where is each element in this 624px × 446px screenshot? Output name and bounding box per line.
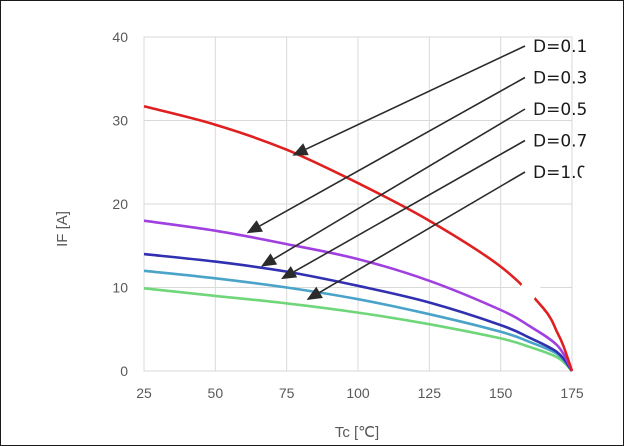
x-tick-label: 100 (346, 385, 370, 401)
series-line-d-0-1 (143, 105, 574, 372)
annotation-arrow-line (259, 76, 526, 227)
x-tick-label: 50 (208, 385, 224, 401)
annotation-arrow-line (273, 108, 526, 260)
y-tick-label: 30 (112, 113, 128, 129)
annotations: D=0.1 D=0.3 D=0.5 D=0.7 D=1.0 (246, 37, 587, 300)
y-tick-label: 0 (120, 363, 128, 379)
annotation-label: D=0.3 (533, 69, 587, 89)
annotation-label: D=0.7 (533, 132, 587, 152)
x-axis-title: Tc [℃] (335, 424, 379, 441)
annotation-arrowhead (261, 253, 278, 267)
annotation-label: D=0.5 (533, 100, 587, 120)
grid (143, 36, 573, 372)
watermark (517, 165, 623, 301)
watermark-dot (581, 165, 599, 183)
watermark-stroke-1 (517, 229, 568, 301)
annotation-arrowhead (292, 143, 309, 156)
series-line-d-0-7 (143, 269, 574, 372)
x-tick-label: 25 (136, 385, 152, 401)
x-tick-label: 75 (279, 385, 295, 401)
annotation-label: D=1.0 (533, 163, 587, 183)
annotation-arrow-line (305, 45, 526, 150)
annotation-arrowhead (306, 286, 323, 300)
series-line-d-0-3 (143, 219, 574, 372)
series-line-d-0-5 (143, 252, 574, 372)
series-lines (143, 105, 574, 372)
watermark-stroke-2 (575, 192, 623, 263)
y-tick-label: 40 (112, 29, 128, 45)
series-line-d-1-0 (143, 287, 573, 372)
y-tick-label: 10 (112, 280, 128, 296)
annotation-arrowhead (246, 220, 263, 234)
annotation-arrowhead (281, 266, 298, 280)
annotation-arrow-line (319, 171, 526, 294)
y-tick-label: 20 (112, 196, 128, 212)
x-tick-label: 150 (489, 385, 513, 401)
y-axis-title: IF [A] (54, 211, 71, 247)
x-tick-label: 125 (418, 385, 442, 401)
annotation-label: D=0.1 (533, 37, 587, 57)
tick-labels: 25 50 75 100 125 150 175 0 10 20 30 40 (112, 29, 583, 401)
annotation-arrow-line (293, 139, 526, 273)
x-tick-label: 175 (560, 385, 584, 401)
